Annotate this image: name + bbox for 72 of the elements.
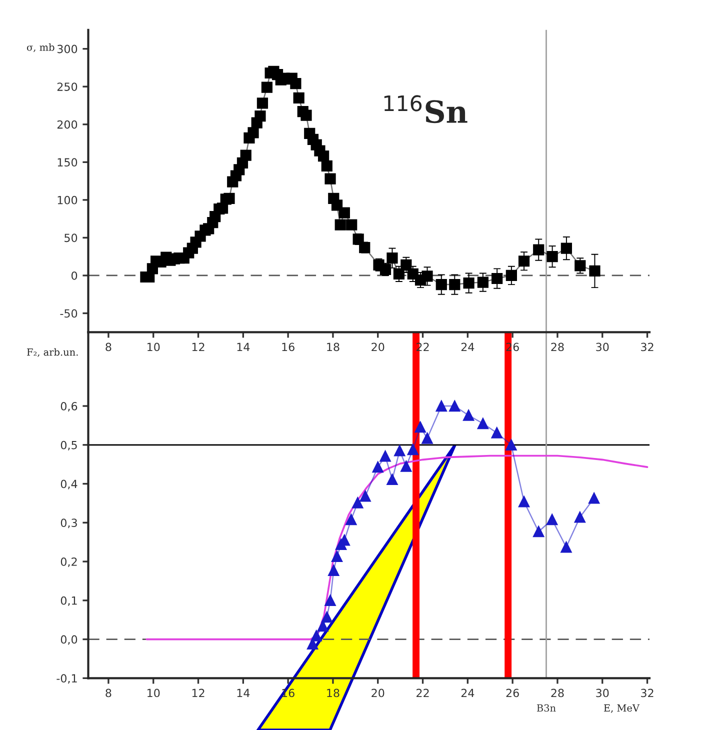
point <box>394 445 406 456</box>
x-tick-label: 14 <box>237 342 250 352</box>
point <box>436 400 447 412</box>
y-tick-label: 0,1 <box>60 596 77 606</box>
point <box>588 492 600 504</box>
point <box>380 450 391 462</box>
x-tick-label: 16 <box>282 342 294 352</box>
point <box>331 550 343 562</box>
x-tick-label: 24 <box>461 688 474 698</box>
point <box>560 542 572 553</box>
x-tick-label: 32 <box>641 688 654 698</box>
point <box>407 444 418 456</box>
x-tick-label: 32 <box>641 342 654 352</box>
point <box>546 514 558 526</box>
x-tick-label: 18 <box>327 342 340 352</box>
point <box>346 514 357 526</box>
point <box>386 474 398 486</box>
x-tick-label: 18 <box>327 688 340 698</box>
point <box>324 594 336 606</box>
y-tick-label: 0 <box>71 271 78 280</box>
point <box>328 564 340 576</box>
y-tick-label: 0,3 <box>60 518 77 528</box>
x-tick-label: 10 <box>148 342 160 352</box>
x-tick-label: 30 <box>596 688 609 698</box>
y-tick-label: 0,0 <box>60 635 78 645</box>
y-tick-label: 150 <box>58 158 78 167</box>
point <box>449 400 460 412</box>
x-tick-label: 12 <box>192 688 204 698</box>
x-tick-label: 12 <box>192 342 204 352</box>
point <box>372 462 384 473</box>
point <box>463 410 474 421</box>
y-axis-title: σ, mb <box>26 43 54 52</box>
y-tick-label: -50 <box>60 309 78 318</box>
x-tick-label: 30 <box>596 342 609 352</box>
point <box>477 418 488 430</box>
x-tick-label: 28 <box>551 342 564 352</box>
x-tick-label: 14 <box>237 688 250 698</box>
x-tick-label: 8 <box>106 688 112 698</box>
x-tick-label: 24 <box>461 342 474 352</box>
point <box>321 612 332 623</box>
y-tick-label: 0,5 <box>60 440 77 450</box>
x-tick-label: 26 <box>506 688 519 698</box>
y-axis-title: F₂, arb.un. <box>27 348 78 357</box>
y-tick-label: 50 <box>64 234 78 242</box>
point <box>533 526 544 538</box>
x-tick-label: 10 <box>148 688 160 698</box>
x-tick-label: 28 <box>551 688 564 698</box>
y-tick-label: 200 <box>57 120 78 129</box>
point <box>422 432 433 444</box>
x-tick-label: 8 <box>106 342 112 352</box>
point <box>400 460 412 472</box>
point <box>360 490 371 502</box>
point <box>574 512 586 523</box>
y-tick-label: 100 <box>58 196 78 204</box>
y-tick-label: 0,2 <box>60 558 77 568</box>
x-tick-label: 20 <box>372 688 384 698</box>
y-tick-label: 250 <box>57 82 78 91</box>
point <box>414 421 426 433</box>
point <box>506 439 517 450</box>
ref-line-label: B3n <box>536 704 556 712</box>
point <box>310 630 322 642</box>
x-axis-title: E, MeV <box>604 704 640 713</box>
point <box>491 427 502 438</box>
x-tick-label: 22 <box>416 688 429 698</box>
point <box>352 497 364 508</box>
y-tick-label: 300 <box>57 44 78 54</box>
x-tick-label: 20 <box>372 342 384 352</box>
y-tick-label: -0,1 <box>56 674 77 684</box>
point <box>518 496 530 508</box>
y-tick-label: 0,4 <box>60 480 78 490</box>
y-tick-label: 0,6 <box>60 402 78 412</box>
annotation: $^{116}$Sn <box>384 95 468 124</box>
